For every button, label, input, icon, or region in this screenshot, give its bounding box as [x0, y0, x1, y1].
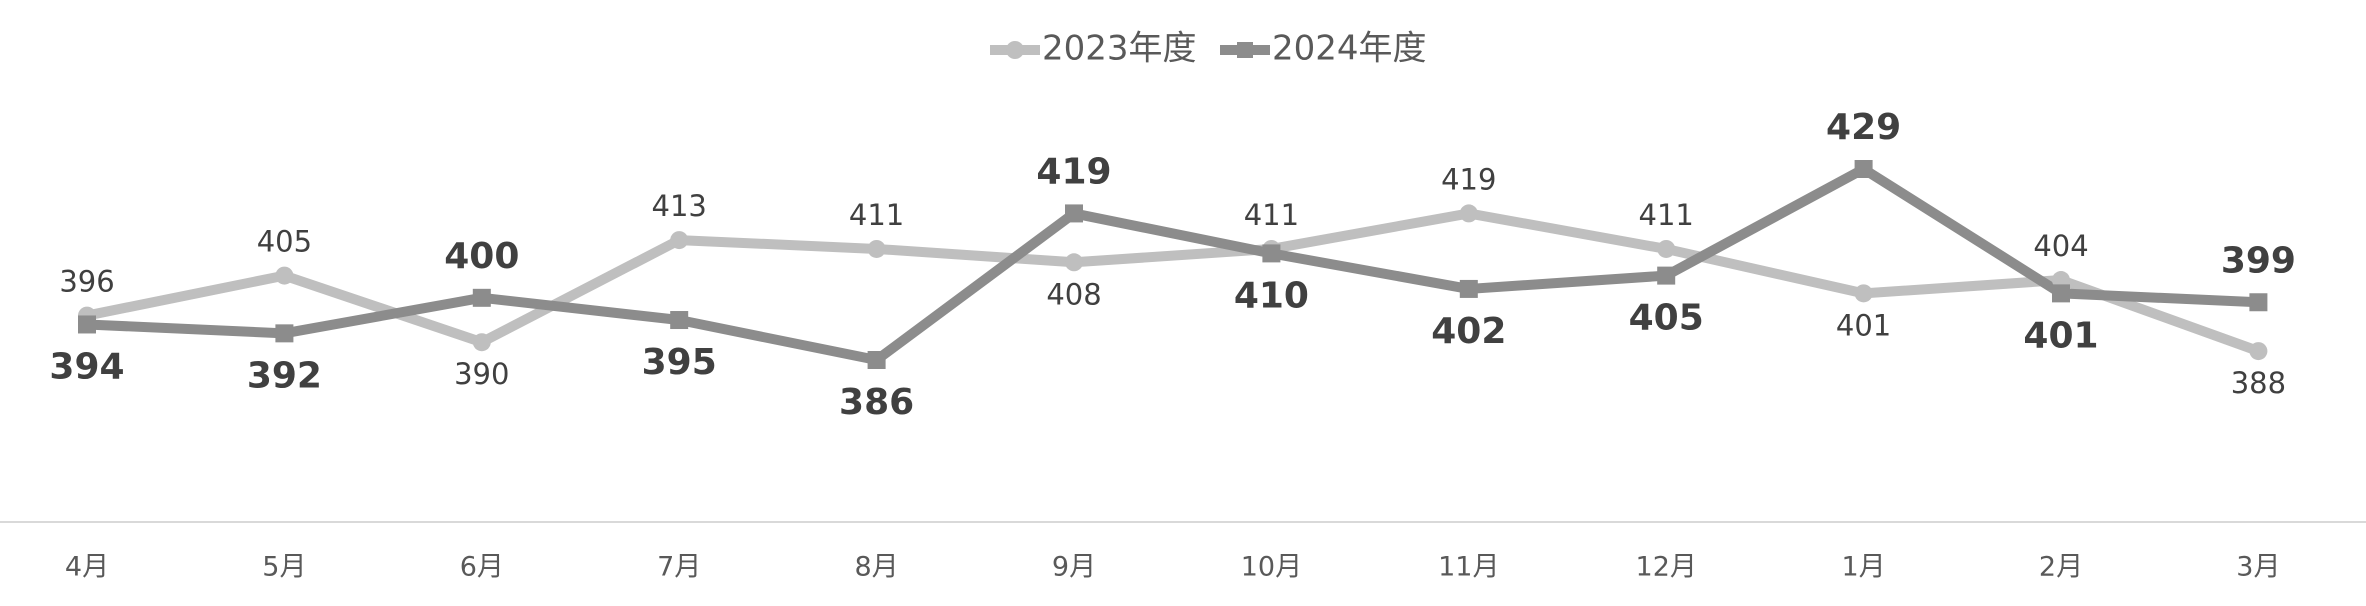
data-label: 400: [444, 236, 519, 277]
series-line: [86, 164, 2259, 365]
data-label: 388: [2231, 366, 2286, 400]
x-tick-label: 12月: [1636, 552, 1697, 583]
legend-label: 2023年度: [1042, 29, 1197, 69]
marker: [1262, 244, 1281, 263]
marker: [78, 315, 96, 334]
legend-marker: [1006, 41, 1024, 59]
x-tick-label: 6月: [460, 552, 504, 583]
x-tick-label: 5月: [262, 552, 306, 583]
marker: [670, 231, 689, 250]
marker: [1065, 204, 1083, 223]
x-tick-label: 11月: [1438, 552, 1499, 583]
marker: [867, 239, 886, 258]
data-label: 408: [1046, 277, 1101, 311]
marker: [1657, 266, 1676, 285]
marker: [1065, 253, 1083, 272]
data-label: 405: [257, 225, 312, 259]
legend-marker: [1237, 42, 1253, 58]
marker: [1459, 204, 1478, 223]
marker: [2249, 342, 2268, 361]
marker: [867, 351, 886, 369]
marker: [1459, 279, 1478, 298]
data-label: 402: [1431, 311, 1506, 352]
marker: [1657, 239, 1676, 258]
data-label: 392: [247, 355, 322, 396]
data-label: 396: [59, 265, 114, 299]
marker: [1854, 160, 1873, 178]
x-tick-label: 4月: [65, 552, 109, 583]
x-tick-label: 9月: [1052, 552, 1096, 583]
series-line: [86, 208, 2261, 356]
marker: [1854, 284, 1873, 303]
data-label: 411: [1244, 198, 1299, 232]
x-tick-label: 1月: [1842, 552, 1886, 583]
x-tick-label: 10月: [1241, 552, 1302, 583]
marker: [2052, 284, 2070, 303]
marker: [670, 311, 689, 330]
data-label: 419: [1441, 162, 1496, 196]
data-label: 405: [1629, 298, 1704, 339]
data-label: 401: [2023, 315, 2098, 356]
x-tick-label: 3月: [2236, 552, 2280, 583]
data-label: 429: [1826, 107, 1901, 148]
marker: [472, 288, 491, 307]
x-tick-label: 8月: [855, 552, 899, 583]
x-tick-label: 2月: [2039, 552, 2083, 583]
data-label: 394: [49, 346, 124, 387]
data-label: 410: [1234, 275, 1309, 316]
data-label: 411: [849, 198, 904, 232]
data-label: 390: [454, 357, 509, 391]
data-label: 401: [1836, 308, 1891, 342]
data-label: 395: [642, 342, 717, 383]
x-tick-label: 7月: [657, 552, 701, 583]
data-label: 404: [2033, 229, 2088, 263]
data-label: 386: [839, 382, 914, 423]
data-label: 399: [2221, 240, 2296, 281]
marker: [472, 333, 491, 352]
data-label: 419: [1036, 151, 1111, 192]
data-label: 413: [652, 189, 707, 223]
marker: [275, 266, 294, 285]
data-label: 411: [1639, 198, 1694, 232]
marker: [275, 324, 294, 343]
legend-label: 2024年度: [1272, 29, 1427, 69]
marker: [2249, 293, 2268, 312]
